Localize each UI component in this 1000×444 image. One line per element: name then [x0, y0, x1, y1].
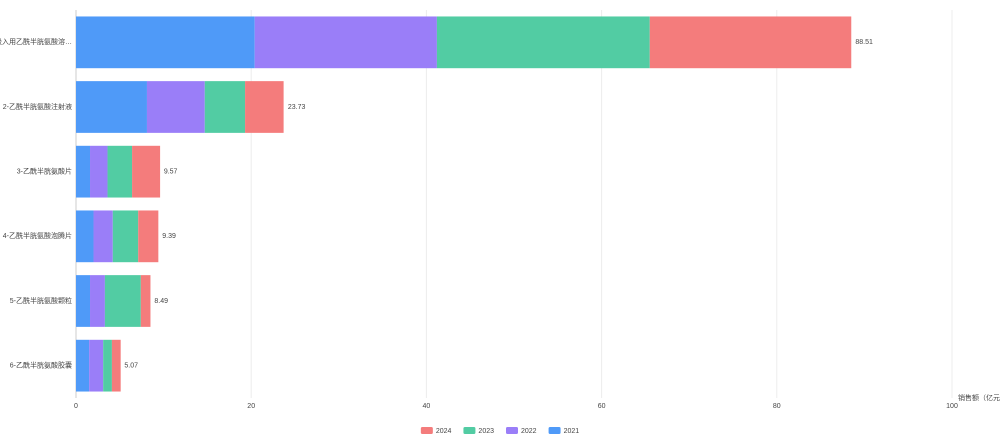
total-label: 9.39	[162, 233, 176, 240]
y-tick-label: 4-乙酰半胱氨酸泡腾片	[3, 231, 72, 240]
bar-segment	[76, 210, 94, 263]
bar-segment	[146, 81, 205, 133]
bar-segment	[107, 145, 133, 198]
x-tick-label: 40	[423, 403, 431, 410]
bar-segment	[254, 16, 437, 69]
x-tick-label: 80	[773, 403, 781, 410]
legend-label: 2023	[478, 428, 494, 435]
total-label: 8.49	[154, 298, 168, 305]
bar-segment	[140, 275, 151, 327]
bar-segment	[76, 145, 91, 198]
y-tick-label: 5-乙酰半胱氨酸颗粒	[10, 296, 72, 305]
legend-label: 2021	[564, 428, 580, 435]
bar-segment	[76, 275, 91, 327]
total-label: 23.73	[288, 104, 306, 111]
total-label: 88.51	[855, 39, 873, 46]
legend-swatch	[548, 427, 561, 434]
bar-segment	[132, 145, 161, 198]
y-tick-label: 3-乙酰半胱氨酸片	[17, 167, 72, 176]
y-tick-label: 1-吸入用乙酰半胱氨酸溶…	[0, 37, 72, 46]
bar-segment	[111, 339, 121, 392]
legend-swatch	[420, 427, 433, 434]
y-tick-label: 6-乙酰半胱氨酸胶囊	[10, 361, 72, 370]
x-tick-label: 100	[946, 403, 958, 410]
x-tick-label: 0	[74, 403, 78, 410]
legend-swatch	[463, 427, 476, 434]
total-label: 9.57	[164, 169, 178, 176]
bar-segment	[76, 81, 147, 133]
bar-segment	[138, 210, 159, 263]
legend-label: 2022	[521, 428, 537, 435]
bar-segment	[103, 339, 112, 392]
legend: 2024 2023 2022 2021	[420, 427, 580, 435]
bar-segment	[93, 210, 113, 263]
x-tick-label: 20	[247, 403, 255, 410]
bar-segment	[649, 16, 852, 69]
legend-swatch	[506, 427, 518, 434]
legend-label: 2024	[436, 428, 452, 435]
total-label: 5.07	[124, 363, 138, 370]
bar-segment	[436, 16, 650, 69]
bar-segment	[90, 275, 105, 327]
bar-segment	[89, 339, 104, 392]
bar-segment	[76, 16, 255, 69]
bar-segment	[204, 81, 246, 133]
bar-segment	[104, 275, 141, 327]
bar-segment	[245, 81, 284, 133]
bar-segment	[76, 339, 90, 392]
x-axis-title: 销售额（亿元）	[958, 393, 1000, 402]
x-tick-label: 60	[598, 403, 606, 410]
bar-segment	[112, 210, 139, 263]
y-tick-label: 2-乙酰半胱氨酸注射液	[3, 102, 72, 111]
bar-segment	[90, 145, 108, 198]
